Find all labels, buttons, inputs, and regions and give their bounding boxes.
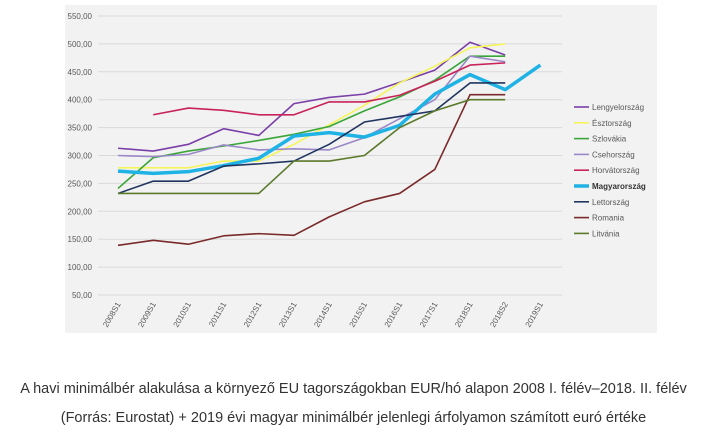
series-line (117, 82, 506, 195)
x-tick-label: 2015S1 (348, 300, 370, 329)
x-tick-label: 2011S1 (207, 300, 229, 328)
series-line (153, 62, 506, 116)
y-tick-label: 100,00 (68, 263, 93, 272)
y-tick-label: 400,00 (68, 96, 93, 105)
legend-label: Horvátország (592, 166, 640, 175)
x-tick-label: 2010S1 (172, 300, 194, 329)
chart-panel (65, 5, 657, 333)
y-tick-label: 300,00 (68, 152, 93, 161)
legend-label: Litvánia (592, 229, 620, 238)
x-tick-label: 2013S1 (277, 300, 299, 329)
y-tick-label: 450,00 (68, 68, 93, 77)
x-tick-label: 2014S1 (312, 300, 334, 329)
series-line (117, 41, 506, 152)
series-line (117, 55, 506, 190)
y-tick-label: 250,00 (68, 179, 93, 188)
legend-label: Szlovákia (592, 135, 627, 144)
x-tick-label: 2018S1 (453, 300, 475, 329)
x-tick-label: 2017S1 (418, 300, 440, 329)
y-tick-label: 200,00 (68, 207, 93, 216)
y-tick-label: 150,00 (68, 235, 93, 244)
legend-label: Romania (592, 214, 625, 223)
x-tick-label: 2012S1 (242, 300, 264, 329)
x-tick-label: 2009S1 (136, 300, 158, 329)
series-line (117, 63, 542, 176)
legend-label: Csehország (592, 150, 635, 159)
y-tick-label: 350,00 (68, 124, 93, 133)
legend-label: Lettország (592, 198, 629, 207)
y-tick-label: 50,00 (72, 291, 93, 300)
series-line (117, 93, 506, 247)
x-tick-label: 2008S1 (101, 300, 123, 329)
legend-label: Magyarország (592, 182, 646, 191)
x-tick-label: 2016S1 (383, 300, 405, 329)
x-tick-label: 2019S1 (524, 300, 546, 329)
legend-label: Lengyelország (592, 103, 644, 112)
y-tick-label: 500,00 (68, 40, 93, 49)
y-tick-label: 550,00 (68, 12, 93, 21)
series-line (118, 98, 506, 195)
caption: A havi minimálbér alakulása a környező E… (20, 381, 687, 426)
x-tick-label: 2018S2 (488, 300, 510, 329)
legend-label: Észtország (592, 119, 632, 128)
